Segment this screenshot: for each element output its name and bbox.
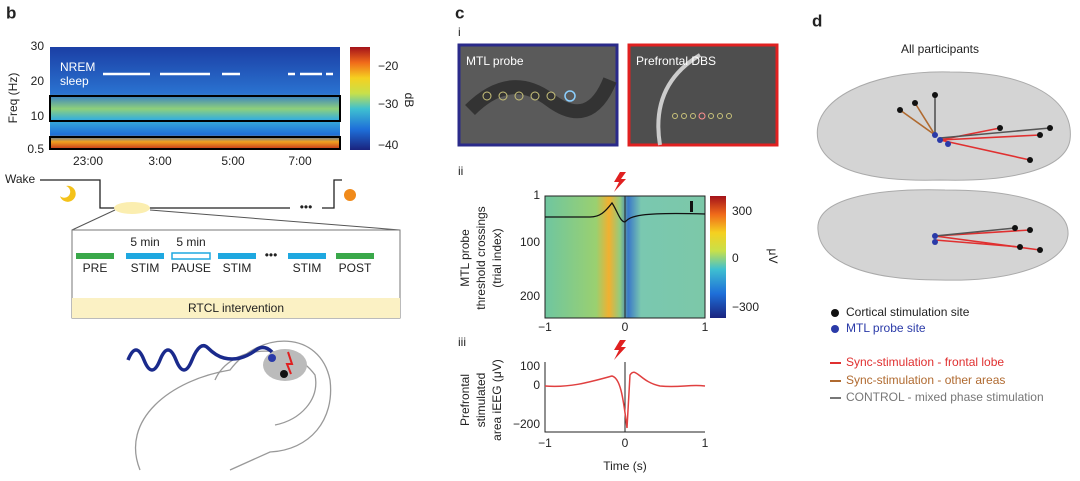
zoom-line — [149, 209, 401, 231]
colorbar-tick: 300 — [732, 204, 752, 218]
block-label: STIM — [131, 261, 160, 275]
colorbar-label: dB — [402, 93, 416, 108]
y-tick: 20 — [31, 74, 45, 88]
x-tick: 5:00 — [221, 154, 245, 168]
colorbar-label: μV — [766, 249, 780, 264]
panel-letter: b — [6, 3, 16, 22]
y-label: threshold crossings — [474, 206, 488, 309]
banner-text: RTCL intervention — [188, 301, 284, 315]
mean-trace — [545, 201, 706, 223]
stim-dot — [280, 370, 288, 378]
block-label: PRE — [83, 261, 108, 275]
colorbar-tick: −40 — [378, 138, 399, 152]
axes — [544, 362, 705, 433]
x-tick: 3:00 — [148, 154, 172, 168]
image-label: MTL probe — [466, 54, 524, 68]
block-label: STIM — [223, 261, 252, 275]
highlight — [114, 202, 150, 214]
stim-bolt — [614, 172, 626, 192]
block-label: PAUSE — [171, 261, 211, 275]
image-label: Prefrontal DBS — [636, 54, 716, 68]
subpanel-label: ii — [458, 164, 463, 178]
scale-bar — [690, 201, 693, 212]
y-label: Prefrontal — [458, 374, 472, 426]
brain-lateral — [816, 71, 1071, 181]
iEEG-trace — [544, 371, 706, 429]
x-tick: −1 — [538, 436, 552, 450]
y-label: MTL probe — [458, 229, 472, 287]
x-tick: 1 — [702, 320, 709, 334]
annotation: sleep — [60, 74, 89, 88]
y-tick: 1 — [533, 188, 540, 202]
banner — [72, 298, 400, 318]
legend-marker — [831, 309, 839, 317]
panel-letter: c — [455, 3, 464, 22]
band-box — [49, 95, 341, 122]
band-box — [49, 136, 341, 150]
legend-label: MTL probe site — [846, 321, 926, 335]
colorbar — [350, 47, 370, 150]
x-tick: 0 — [622, 320, 629, 334]
x-tick: 7:00 — [288, 154, 312, 168]
subpanel-label: iii — [458, 335, 466, 349]
eeg-trace — [126, 344, 274, 372]
y-tick: 200 — [520, 289, 540, 303]
sun-icon — [344, 189, 356, 201]
stim-bolt — [614, 340, 626, 360]
y-tick: 30 — [31, 39, 45, 53]
spectrogram — [50, 47, 340, 150]
y-label: Freq (Hz) — [6, 73, 20, 124]
y-tick: 0.5 — [27, 142, 44, 156]
electrodes — [482, 91, 732, 119]
ellipsis: ••• — [265, 248, 278, 262]
mri-detail — [656, 53, 702, 146]
legend-label: Cortical stimulation site — [846, 305, 970, 319]
colorbar-tick: −30 — [378, 97, 399, 111]
x-label: Time (s) — [603, 459, 647, 473]
block-label: POST — [339, 261, 372, 275]
hypnogram — [40, 179, 342, 209]
selected-electrode — [564, 90, 576, 102]
colorbar-tick: −20 — [378, 59, 399, 73]
annotation: NREM — [60, 60, 95, 74]
y-label: area iEEG (μV) — [490, 359, 504, 441]
y-label: stimulated — [474, 373, 488, 428]
duration: 5 min — [176, 235, 205, 249]
y-tick: 10 — [31, 109, 45, 123]
legend-label: CONTROL - mixed phase stimulation — [846, 390, 1044, 404]
moon-icon — [60, 185, 76, 202]
x-tick: 0 — [622, 436, 629, 450]
mri-image — [627, 43, 779, 147]
colorbar-tick: −300 — [732, 300, 759, 314]
block-label: STIM — [293, 261, 322, 275]
zoom-line — [71, 209, 116, 231]
y-tick: 100 — [520, 235, 540, 249]
subpanel-label: i — [458, 25, 461, 39]
protocol-blocks — [76, 252, 374, 260]
hypnogram-label: Wake — [5, 172, 36, 186]
x-tick: −1 — [538, 320, 552, 334]
panel-letter: d — [812, 11, 822, 30]
x-tick: 1 — [702, 436, 709, 450]
selected-electrode — [698, 112, 706, 120]
probe-dot — [268, 354, 276, 362]
y-tick: 100 — [520, 359, 540, 373]
y-label: (trial index) — [490, 228, 504, 287]
duration: 5 min — [130, 235, 159, 249]
legend-marker — [831, 325, 839, 333]
ellipsis: ••• — [300, 200, 313, 214]
colorbar-tick: 0 — [732, 251, 739, 265]
x-tick: 23:00 — [73, 154, 103, 168]
mtl-sites — [932, 132, 951, 245]
panel-title: All participants — [901, 42, 979, 56]
stim-bolt — [285, 351, 294, 375]
y-tick: 0 — [533, 378, 540, 392]
legend-label: Sync-stimulation - other areas — [846, 373, 1005, 387]
colorbar — [710, 196, 726, 318]
cortical-sites — [897, 92, 1053, 253]
legend-label: Sync-stimulation - frontal lobe — [846, 355, 1004, 369]
y-tick: −200 — [513, 417, 540, 431]
